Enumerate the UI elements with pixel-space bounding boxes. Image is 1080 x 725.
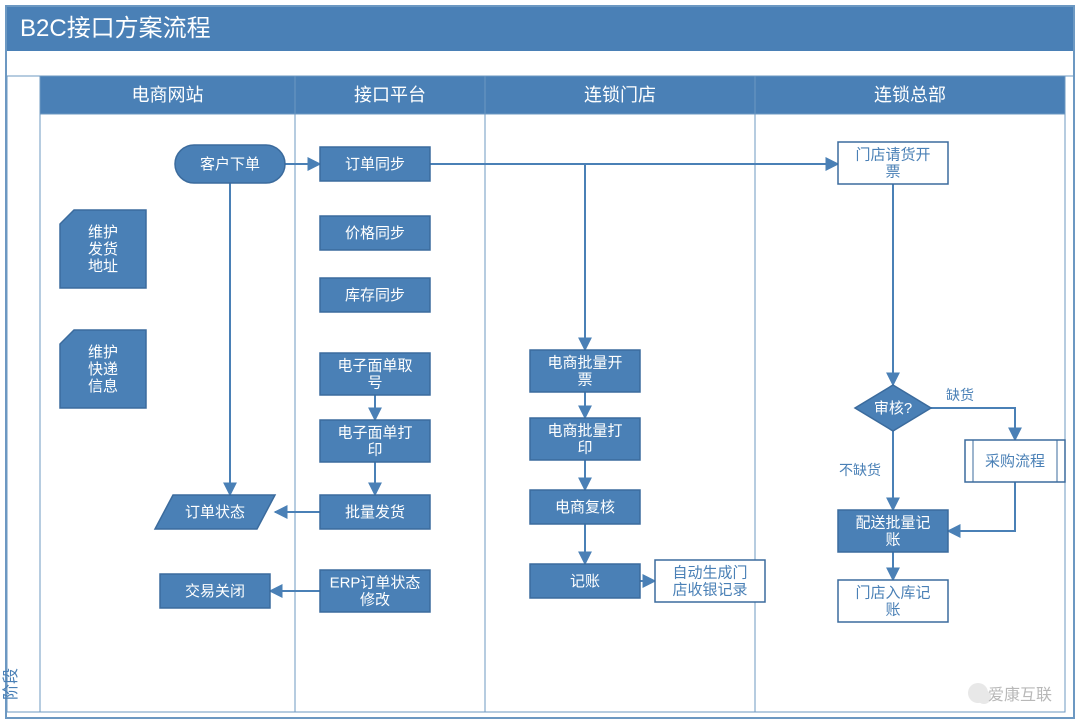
node-label: 门店入库记	[855, 585, 930, 602]
edge-label: 不缺货	[839, 462, 881, 478]
node-label: 电商批量打	[547, 423, 622, 440]
node-label: 库存同步	[345, 287, 405, 304]
lane-header-label: 电商网站	[132, 85, 204, 105]
node-label: 审核?	[874, 400, 912, 417]
node-label: 维护	[88, 224, 118, 241]
stage-label: 阶段	[2, 668, 20, 700]
node-label: 价格同步	[345, 225, 405, 242]
node-label: 信息	[88, 378, 118, 395]
lane-header-label: 连锁总部	[874, 85, 946, 105]
stage-column	[7, 76, 40, 712]
lane-header-label: 接口平台	[354, 85, 426, 105]
node-label: 地址	[88, 258, 118, 275]
node-label: 印	[367, 442, 382, 459]
node-label: 门店请货开	[855, 147, 930, 164]
node-label: 发货	[88, 241, 118, 258]
title-text: B2C接口方案流程	[20, 15, 211, 42]
node-label: 电子面单取	[337, 358, 412, 375]
node-label: 号	[367, 375, 382, 392]
node-label: 票	[577, 372, 592, 389]
node-label: 修改	[360, 592, 390, 609]
lane-header-label: 连锁门店	[584, 85, 656, 105]
lane-body	[40, 114, 295, 712]
lane-body	[485, 114, 755, 712]
node-label: 自动生成门	[672, 565, 747, 582]
flowchart-frame: B2C接口方案流程阶段电商网站接口平台连锁门店连锁总部不缺货缺货客户下单维护发货…	[0, 0, 1080, 725]
node-label: 维护	[88, 344, 118, 361]
node-label: 采购流程	[985, 453, 1045, 470]
edge-label: 缺货	[946, 387, 974, 403]
node-label: 记账	[570, 573, 600, 590]
lane-body	[295, 114, 485, 712]
node-label: 电商复核	[555, 498, 615, 516]
flowchart-svg: B2C接口方案流程阶段电商网站接口平台连锁门店连锁总部不缺货缺货客户下单维护发货…	[0, 0, 1080, 725]
node-label: 电商批量开	[547, 355, 622, 372]
node-label: 票	[885, 164, 900, 181]
node-label: 账	[885, 532, 900, 549]
watermark-text: 爱康互联	[988, 686, 1052, 704]
node-label: ERP订单状态	[330, 575, 421, 592]
node-label: 批量发货	[345, 504, 405, 521]
node-label: 客户下单	[200, 156, 260, 173]
node-label: 印	[577, 440, 592, 457]
node-label: 快递	[88, 361, 118, 378]
node-label: 店收银记录	[672, 582, 747, 599]
node-label: 账	[885, 602, 900, 619]
node-label: 订单状态	[185, 504, 245, 521]
node-label: 配送批量记	[855, 515, 930, 532]
node-label: 电子面单打	[337, 425, 412, 442]
node-label: 订单同步	[345, 156, 405, 173]
node-label: 交易关闭	[185, 582, 245, 600]
